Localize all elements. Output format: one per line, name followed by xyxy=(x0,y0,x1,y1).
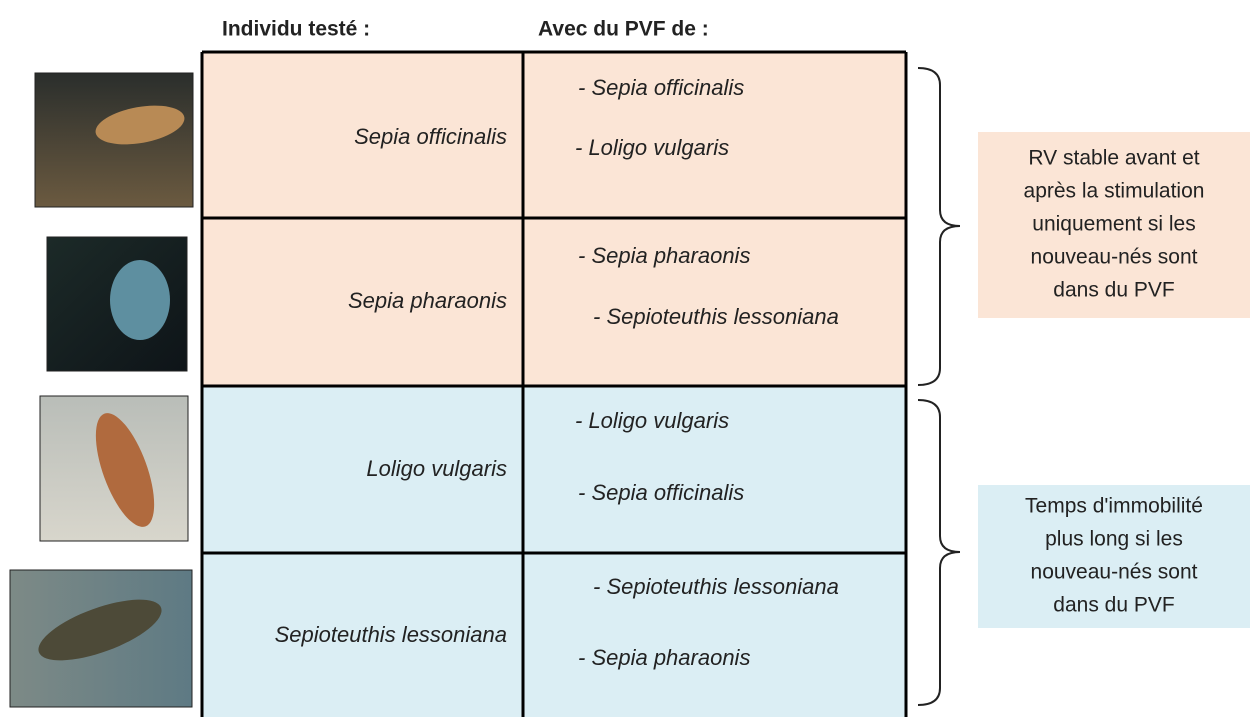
pvf-species: - Sepia pharaonis xyxy=(578,645,750,670)
column-header: Individu testé : xyxy=(222,18,370,41)
braces xyxy=(917,67,961,706)
photo-subject xyxy=(95,413,155,527)
pvf-species: - Sepia pharaonis xyxy=(578,243,750,268)
pvf-species: - Loligo vulgaris xyxy=(575,408,729,433)
tested-species: Sepia officinalis xyxy=(354,124,507,149)
brace xyxy=(917,399,961,706)
note-box xyxy=(978,132,1250,318)
note-line: dans du PVF xyxy=(1053,279,1174,302)
note-line: Temps d'immobilité xyxy=(1025,495,1203,518)
photo-subject xyxy=(95,105,185,145)
tested-species: Sepioteuthis lessoniana xyxy=(275,622,507,647)
note-line: dans du PVF xyxy=(1053,594,1174,617)
note-line: nouveau-nés sont xyxy=(1031,561,1198,584)
note-line: après la stimulation xyxy=(1024,180,1205,203)
photo-subject xyxy=(110,260,170,340)
column-header: Avec du PVF de : xyxy=(538,18,709,41)
pvf-species: - Sepioteuthis lessoniana xyxy=(593,574,839,599)
photos xyxy=(9,72,194,708)
brace xyxy=(917,67,961,386)
pvf-species: - Loligo vulgaris xyxy=(575,135,729,160)
note-box xyxy=(978,485,1250,628)
tested-species: Loligo vulgaris xyxy=(366,456,507,481)
note-line: nouveau-nés sont xyxy=(1031,246,1198,269)
note-line: plus long si les xyxy=(1045,528,1183,551)
pvf-species: - Sepioteuthis lessoniana xyxy=(593,304,839,329)
table-grid xyxy=(200,50,908,717)
note-line: RV stable avant et xyxy=(1028,147,1199,170)
pvf-species: - Sepia officinalis xyxy=(578,75,744,100)
photo-subject xyxy=(38,599,162,661)
pvf-species: - Sepia officinalis xyxy=(578,480,744,505)
tested-species: Sepia pharaonis xyxy=(348,288,507,313)
note-line: uniquement si les xyxy=(1032,213,1195,236)
